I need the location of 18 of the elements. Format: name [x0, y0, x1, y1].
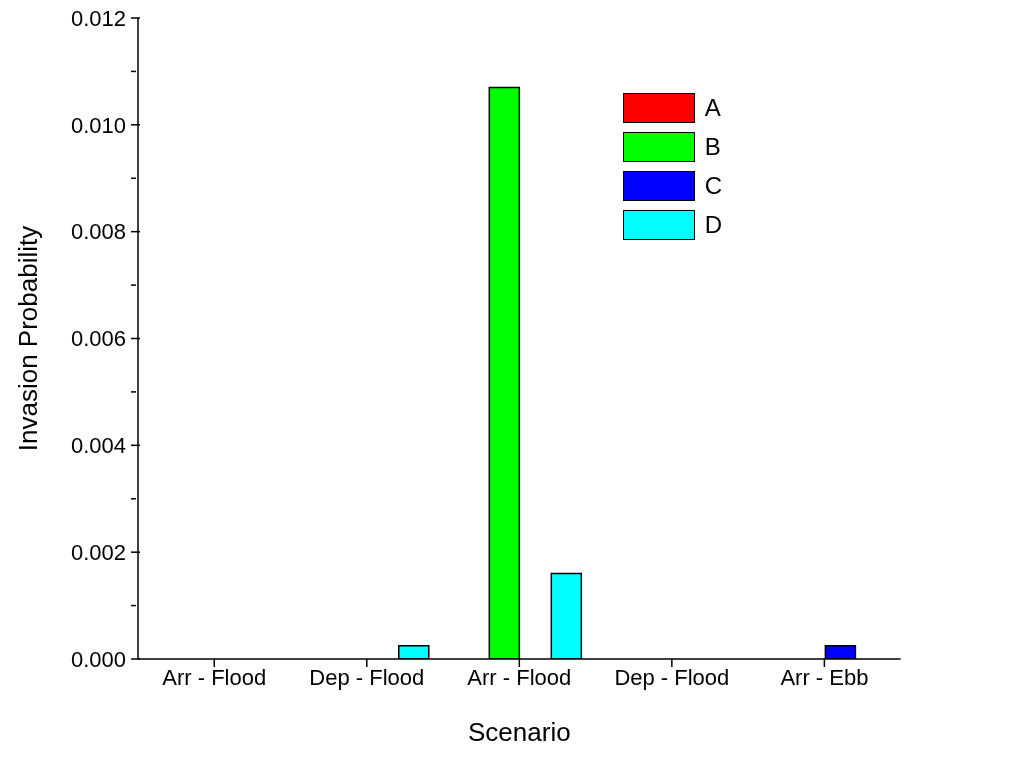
x-tick-label: Arr - Ebb: [780, 664, 869, 690]
y-tick-label: 0.012: [70, 5, 126, 31]
y-tick-label: 0.004: [70, 433, 126, 459]
legend-label: B: [704, 132, 721, 161]
y-tick-label: 0.006: [70, 326, 126, 352]
x-tick-label: Arr - Flood: [162, 664, 267, 690]
y-axis-title: Invasion Probability: [13, 225, 44, 452]
y-tick-label: 0.008: [70, 219, 126, 245]
legend-label: D: [704, 210, 722, 239]
x-tick-label: Dep - Flood: [614, 664, 730, 690]
legend-label: C: [704, 171, 722, 200]
y-tick-label: 0.002: [70, 539, 126, 565]
x-axis-title: Scenario: [468, 717, 571, 747]
x-tick-label: Dep - Flood: [309, 664, 425, 690]
y-tick-label: 0.010: [70, 112, 126, 138]
legend-label: A: [704, 93, 721, 122]
y-tick-label: 0.000: [70, 646, 126, 672]
x-tick-label: Arr - Flood: [467, 664, 572, 690]
